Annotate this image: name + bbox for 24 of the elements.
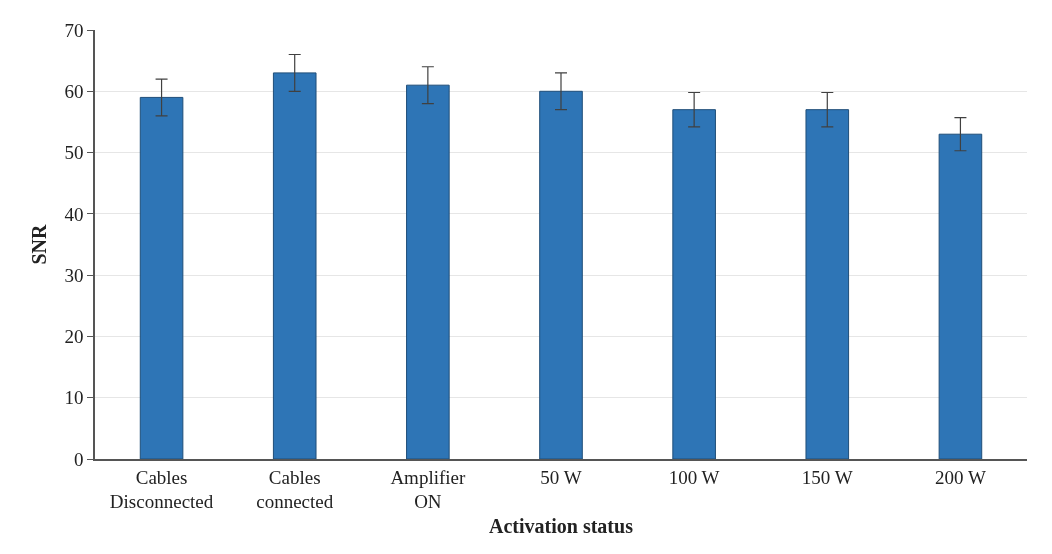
x-tick-label: Cables Disconnected — [109, 466, 214, 513]
y-axis-title: SNR — [28, 223, 51, 265]
y-tick-label: 50 — [64, 142, 84, 164]
x-tick-label: 200 W — [935, 466, 986, 488]
y-tick-label: 20 — [64, 326, 84, 348]
x-tick-label: Amplifier ON — [390, 466, 466, 513]
x-tick-label: Cables connected — [256, 466, 334, 513]
bar — [406, 84, 450, 459]
y-tick-label: 40 — [64, 203, 84, 225]
x-tick-label: 50 W — [540, 466, 582, 488]
y-tick-label: 0 — [73, 448, 84, 470]
x-axis-title: Activation status — [489, 515, 634, 538]
bar — [938, 133, 983, 459]
bar — [805, 109, 850, 459]
x-tick-label: 100 W — [668, 466, 720, 488]
y-tick-label: 10 — [64, 387, 84, 409]
bar — [272, 72, 317, 459]
bar — [672, 109, 716, 459]
bar — [539, 90, 583, 459]
bar — [139, 96, 184, 459]
y-tick-label: 70 — [64, 19, 84, 41]
y-tick-label: 30 — [64, 264, 84, 286]
x-tick-label: 150 W — [801, 466, 853, 488]
y-tick-label: 60 — [64, 80, 84, 102]
